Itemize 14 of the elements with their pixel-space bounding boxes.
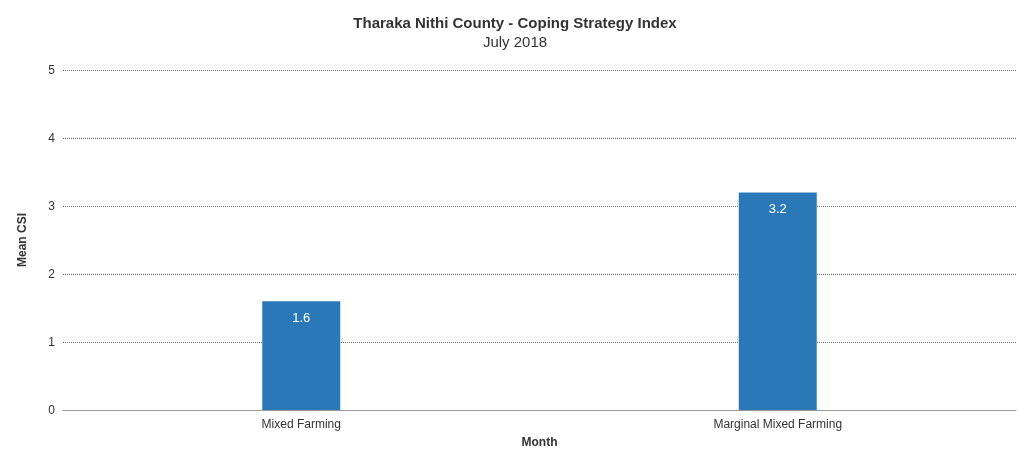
data-label: 1.6 bbox=[292, 310, 311, 326]
y-tick-label: 2 bbox=[48, 267, 56, 281]
y-tick-label: 5 bbox=[48, 63, 56, 77]
x-axis-title: Month bbox=[521, 435, 558, 449]
x-tick-label: Mixed Farming bbox=[261, 417, 341, 431]
chart-title: Tharaka Nithi County - Coping Strategy Index bbox=[353, 14, 678, 31]
y-tick-label: 3 bbox=[48, 199, 56, 213]
chart-subtitle: July 2018 bbox=[482, 33, 548, 50]
y-axis-title: Mean CSI bbox=[15, 212, 29, 268]
x-tick-label: Marginal Mixed Farming bbox=[713, 417, 843, 431]
y-tick-label: 4 bbox=[48, 131, 56, 145]
data-label: 3.2 bbox=[768, 201, 787, 217]
y-tick-label: 1 bbox=[48, 335, 56, 349]
y-tick-label: 0 bbox=[48, 403, 56, 417]
